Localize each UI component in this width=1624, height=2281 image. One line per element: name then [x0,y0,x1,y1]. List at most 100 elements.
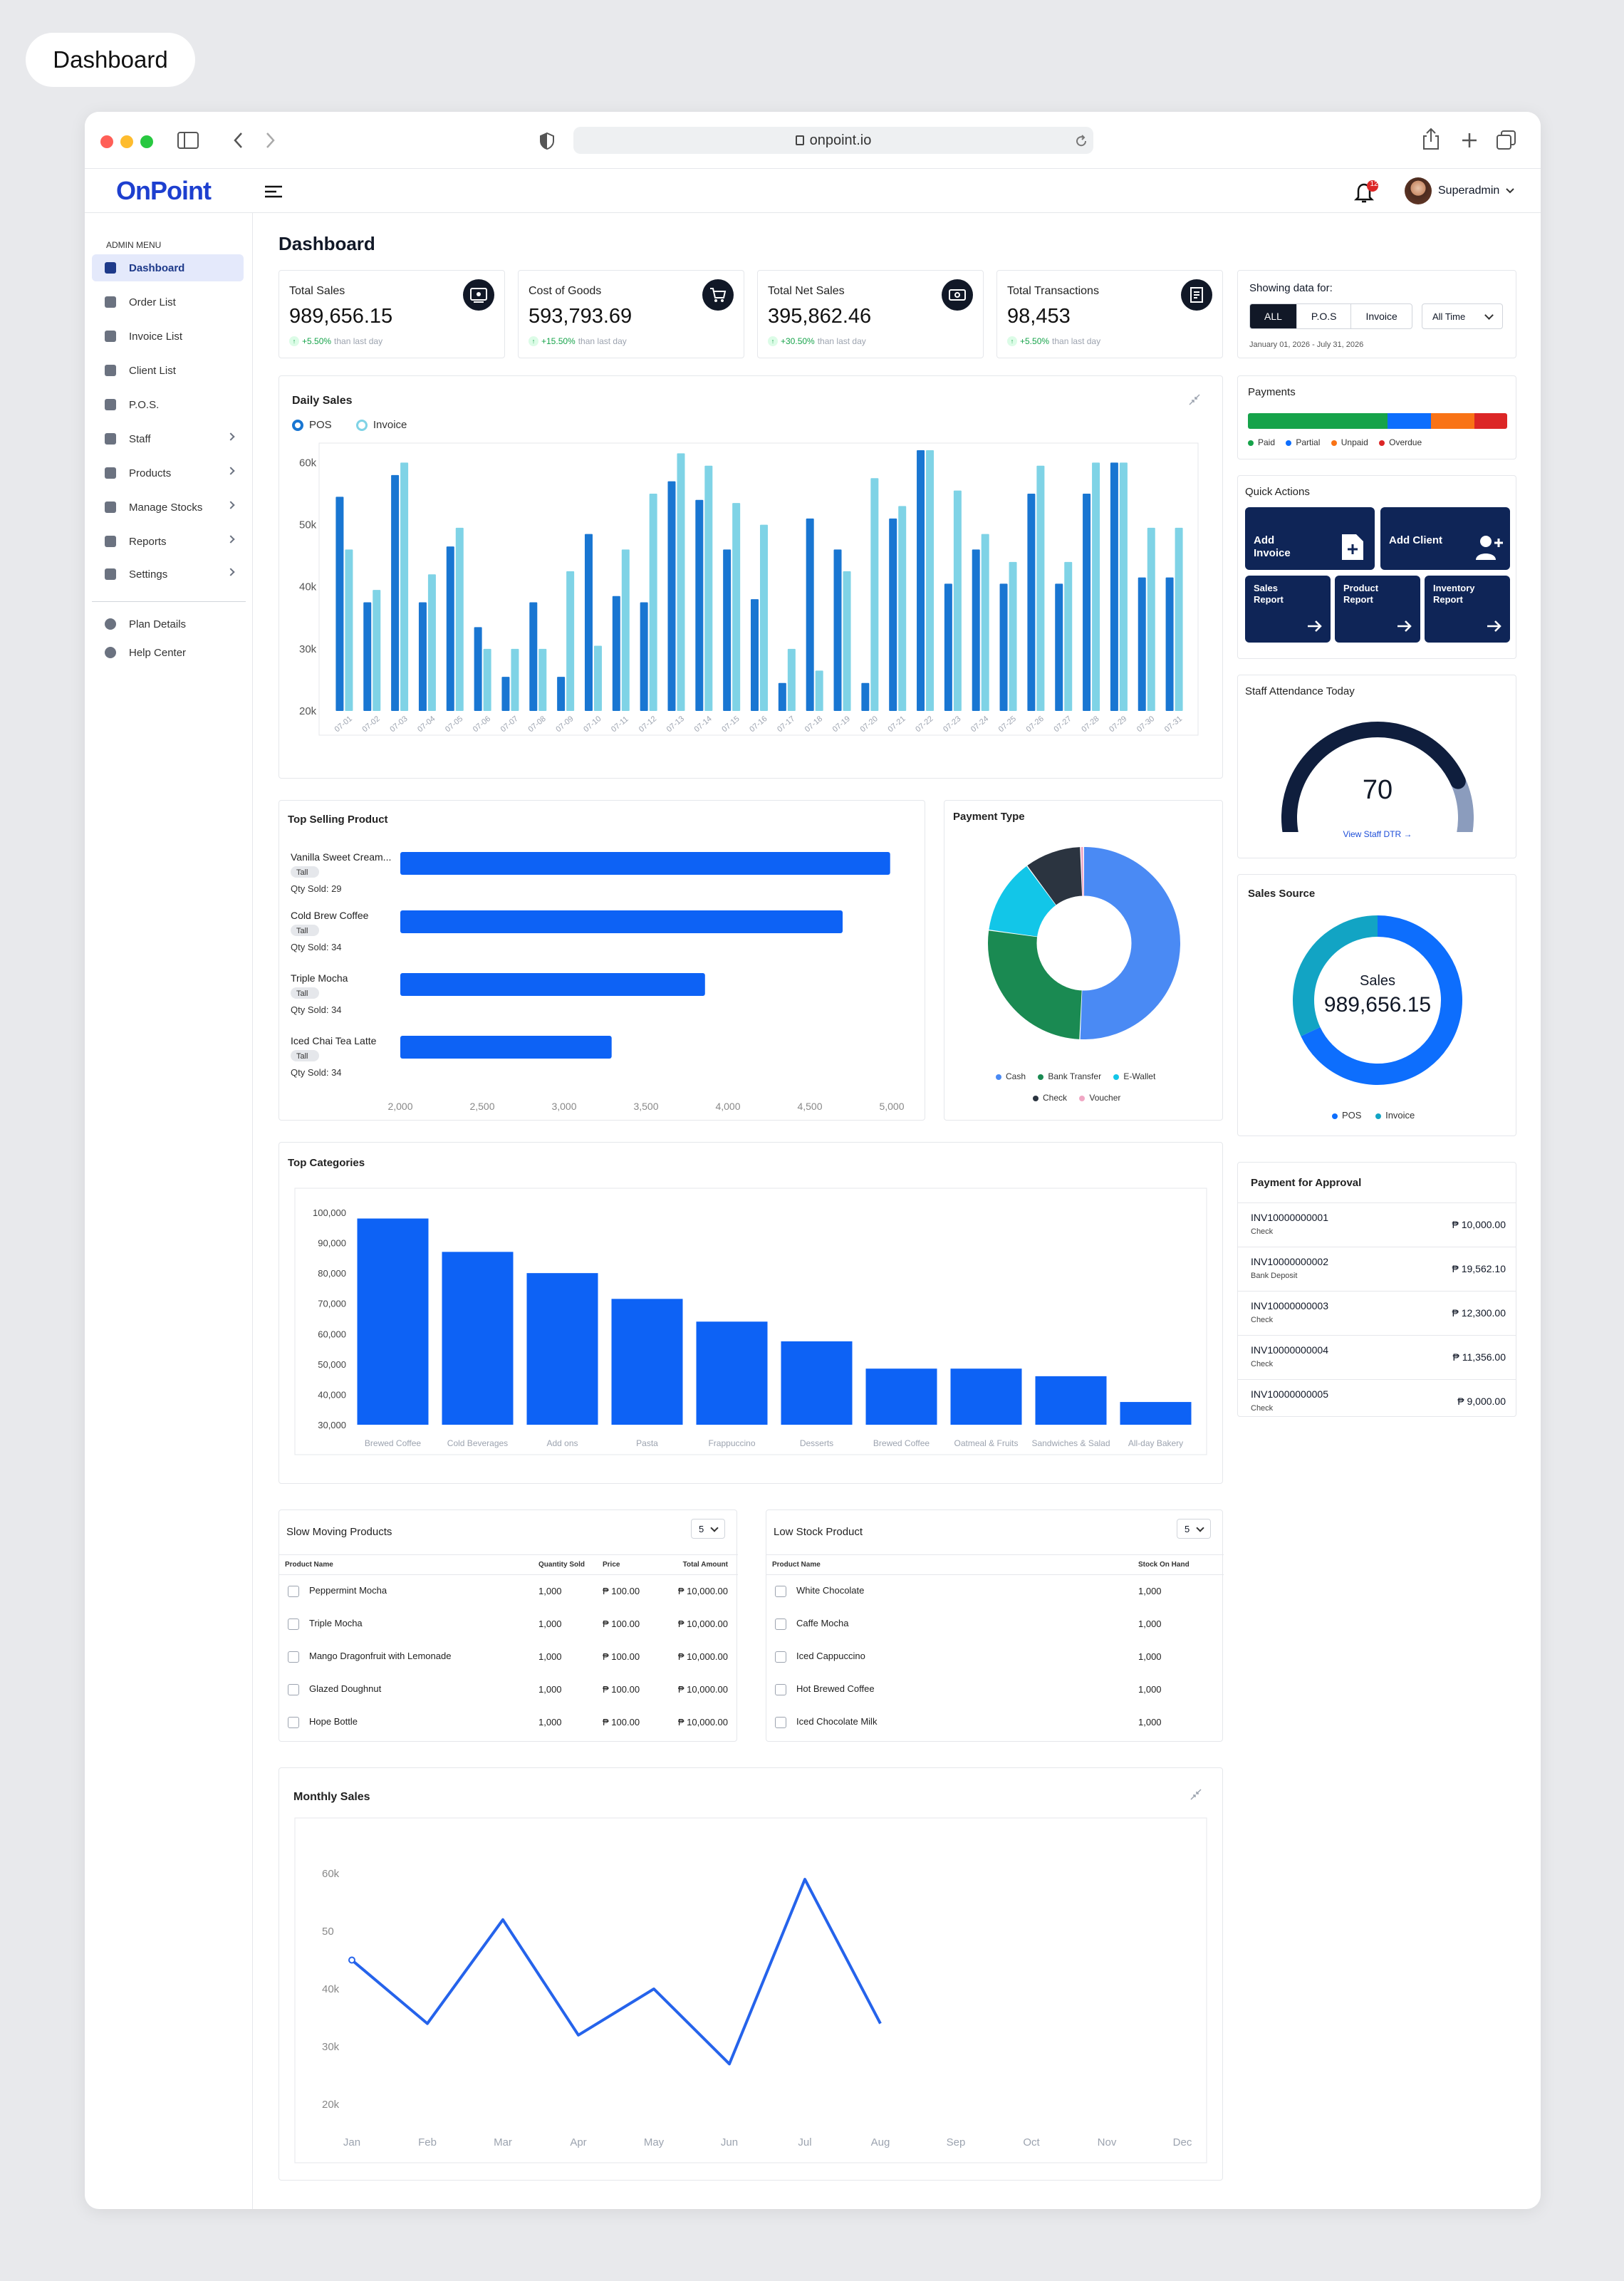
table-row[interactable]: Hot Brewed Coffee 1,000 [766,1673,1224,1706]
y-tick-label: 70,000 [318,1299,346,1309]
bar [400,1036,612,1059]
close-window-button[interactable] [100,135,113,148]
forward-icon[interactable] [264,132,276,149]
sidebar-item-dashboard[interactable]: Dashboard [92,254,244,281]
sidebar-item-client-list[interactable]: Client List [92,357,244,384]
approval-row[interactable]: INV10000000002 Bank Deposit ₱ 19,562.10 [1238,1247,1516,1291]
sidebar-item-staff[interactable]: Staff [92,425,244,452]
y-tick-label: 30k [322,2041,340,2053]
x-tick-label: 2,500 [469,1101,494,1112]
address-bar[interactable]: onpoint.io [573,127,1093,154]
table-row[interactable]: Caffe Mocha 1,000 [766,1608,1224,1641]
sidebar-item-pos[interactable]: P.O.S. [92,391,244,418]
col-stock-on-hand[interactable]: Stock On Hand [1138,1554,1224,1575]
bar [400,973,705,996]
approval-row[interactable]: INV10000000005 Check ₱ 9,000.00 [1238,1379,1516,1423]
slow-moving-page-size[interactable]: 5 [691,1519,725,1539]
sidebar-item-invoice-list[interactable]: Invoice List [92,323,244,350]
shield-icon[interactable] [539,132,555,150]
cell-stock: 1,000 [1138,1684,1162,1695]
tabs-overview-icon[interactable] [1497,130,1516,150]
legend-cash: Cash [1006,1071,1026,1081]
table-row[interactable]: Triple Mocha 1,000 ₱ 100.00 ₱ 10,000.00 [279,1608,738,1641]
sidebar-item-manage-stocks[interactable]: Manage Stocks [92,494,244,521]
cell-qty: 1,000 [538,1717,562,1727]
cell-price: ₱ 100.00 [603,1684,640,1695]
attendance-card: Staff Attendance Today 70 View Staff DTR… [1237,675,1516,858]
donut-slice [1080,847,1180,1039]
filter-option-all[interactable]: ALL [1250,304,1297,328]
x-tick-label: Brewed Coffee [873,1438,930,1448]
sidebar-item-reports[interactable]: Reports [92,528,244,555]
table-row[interactable]: Peppermint Mocha 1,000 ₱ 100.00 ₱ 10,000.00 [279,1575,738,1608]
sidebar-item-settings[interactable]: Settings [92,561,244,588]
bar [584,534,593,711]
line-point [348,1956,355,1964]
user-icon [105,365,116,376]
add-client-button[interactable]: Add Client [1380,507,1510,570]
col-product-name[interactable]: Product Name [766,1554,1138,1575]
view-staff-dtr-link[interactable]: View Staff DTR → [1343,829,1412,839]
sidebar-item-help-center[interactable]: Help Center [92,639,244,666]
sidebar-item-order-list[interactable]: Order List [92,289,244,316]
maximize-window-button[interactable] [140,135,153,148]
approval-row[interactable]: INV10000000004 Check ₱ 11,356.00 [1238,1335,1516,1379]
collapse-icon[interactable] [1190,1788,1202,1801]
bar [1165,577,1174,711]
inventory-report-button[interactable]: Inventory Report [1425,576,1510,643]
product-report-button[interactable]: Product Report [1335,576,1420,643]
sales-report-button[interactable]: Sales Report [1245,576,1331,643]
minimize-window-button[interactable] [120,135,133,148]
approval-row[interactable]: INV10000000001 Check ₱ 10,000.00 [1238,1202,1516,1247]
table-row[interactable]: Iced Cappuccino 1,000 [766,1641,1224,1673]
bar [953,490,962,711]
add-invoice-button[interactable]: Add Invoice [1245,507,1375,570]
approval-row[interactable]: INV10000000003 Check ₱ 12,300.00 [1238,1291,1516,1335]
collapse-icon[interactable] [1188,393,1201,406]
table-row[interactable]: Iced Chocolate Milk 1,000 [766,1706,1224,1739]
table-row[interactable]: White Chocolate 1,000 [766,1575,1224,1608]
table-row[interactable]: Mango Dragonfruit with Lemonade 1,000 ₱ 10… [279,1641,738,1673]
bar [1009,561,1017,711]
new-tab-icon[interactable] [1461,132,1478,149]
user-name[interactable]: Superadmin [1438,185,1500,197]
bar [695,499,704,711]
chevron-down-icon[interactable] [1505,187,1515,194]
stat-value: 989,656.15 [289,305,393,328]
col-total-amount[interactable]: Total Amount [667,1554,738,1575]
size-tag [291,1050,319,1061]
col-product-name[interactable]: Product Name [279,1554,538,1575]
share-icon[interactable] [1422,128,1440,150]
table-row[interactable]: Glazed Doughnut 1,000 ₱ 100.00 ₱ 10,000.00 [279,1673,738,1706]
back-icon[interactable] [233,132,244,149]
menu-toggle-icon[interactable] [264,185,283,199]
range-select[interactable]: All Time [1422,303,1503,329]
bar [455,527,464,711]
monthly-sales-card: Monthly Sales 20k 30k 40k 50 60k Jan Feb Mar Apr… [279,1767,1223,2181]
sidebar-item-plan-details[interactable]: Plan Details [92,610,244,638]
avatar[interactable] [1405,177,1432,204]
notification-bell-icon[interactable] [1353,180,1378,204]
sidebar-item-label: Plan Details [129,618,187,630]
filter-option-invoice[interactable]: Invoice [1365,311,1397,322]
bar [1147,527,1155,711]
x-tick-label: 2,000 [387,1101,412,1112]
product-icon [775,1716,786,1728]
approval-method: Check [1251,1227,1274,1236]
sidebar-item-products[interactable]: Products [92,459,244,487]
col-price[interactable]: Price [603,1554,667,1575]
bar [357,1218,429,1425]
reload-icon[interactable] [1075,135,1088,147]
col-quantity-sold[interactable]: Quantity Sold [538,1554,603,1575]
sidebar-toggle-icon[interactable] [177,132,199,149]
page-title: Dashboard [279,233,375,254]
bar [870,478,879,711]
filter-card: Showing data for: ALL P.O.S Invoice All … [1237,270,1516,358]
logo[interactable]: OnPoint [116,176,212,205]
approval-amount: ₱ 19,562.10 [1452,1263,1506,1274]
source-filter: ALL P.O.S Invoice [1249,303,1412,329]
donut-slice [988,930,1083,1039]
filter-option-pos[interactable]: P.O.S [1297,304,1352,328]
low-stock-page-size[interactable]: 5 [1177,1519,1211,1539]
table-row[interactable]: Hope Bottle 1,000 ₱ 100.00 ₱ 10,000.00 [279,1706,738,1739]
